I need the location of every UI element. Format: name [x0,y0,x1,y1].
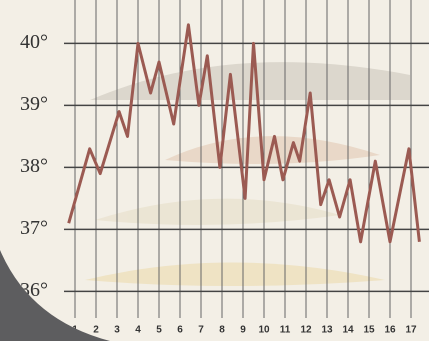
x-tick-label: 10 [258,325,270,336]
y-tick-label: 37° [20,217,48,239]
x-tick-label: 17 [405,325,417,336]
x-tick-label: 2 [93,325,99,336]
page: 123456789101112131415161736°37°38°39°40°… [0,0,429,341]
y-tick-label: 38° [20,155,48,177]
background [0,0,429,341]
x-tick-label: 6 [177,325,183,336]
x-tick-label: 14 [342,325,354,336]
y-tick-label: 40° [20,31,48,53]
x-tick-label: 8 [219,325,225,336]
x-tick-label: 9 [240,325,246,336]
x-tick-label: 3 [114,325,120,336]
x-tick-label: 12 [300,325,312,336]
x-tick-label: 5 [156,325,162,336]
x-tick-label: 15 [363,325,375,336]
x-tick-label: 16 [384,325,396,336]
x-tick-label: 13 [321,325,333,336]
x-tick-label: 7 [198,325,204,336]
y-tick-label: 39° [20,93,48,115]
chart: 123456789101112131415161736°37°38°39°40° [0,0,429,341]
x-tick-label: 4 [135,325,141,336]
x-tick-label: 11 [280,325,291,336]
